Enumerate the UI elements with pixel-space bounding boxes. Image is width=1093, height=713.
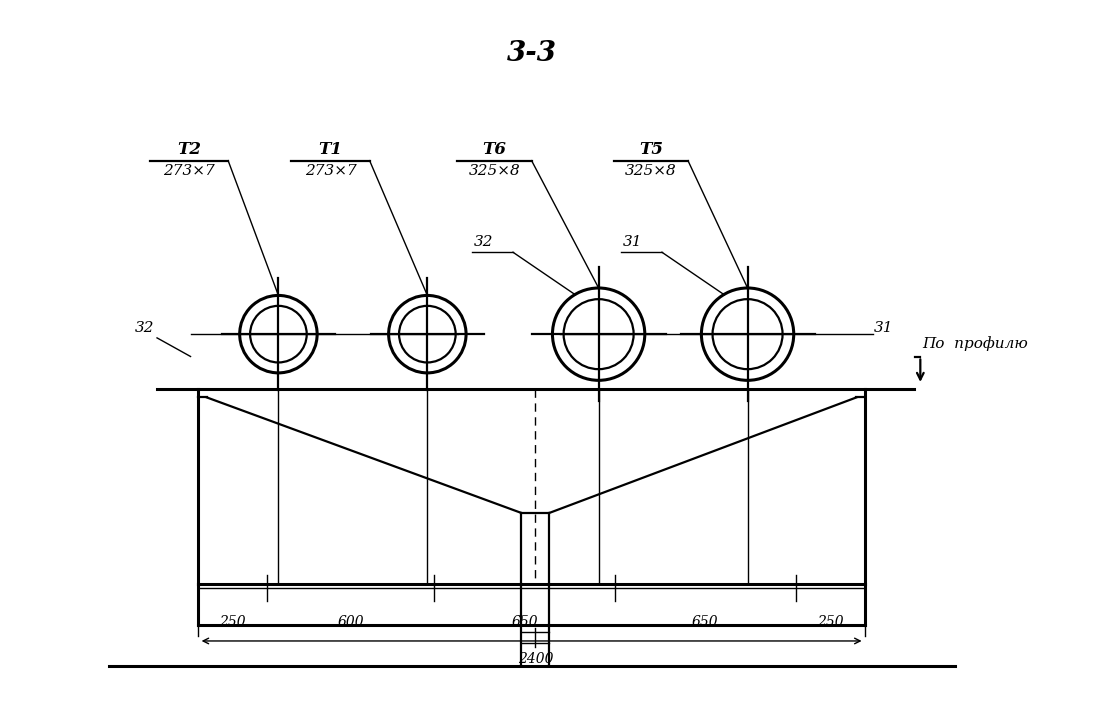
Text: 250: 250 — [818, 615, 844, 629]
Text: T5: T5 — [638, 140, 662, 158]
Text: T6: T6 — [482, 140, 506, 158]
Text: 650: 650 — [692, 615, 719, 629]
Text: 2400: 2400 — [518, 652, 553, 666]
Text: 650: 650 — [512, 615, 538, 629]
Text: 32: 32 — [473, 235, 493, 249]
Text: 250: 250 — [220, 615, 246, 629]
Text: 325×8: 325×8 — [469, 165, 520, 178]
Text: T1: T1 — [318, 140, 342, 158]
Text: 32: 32 — [136, 321, 155, 335]
Text: 273×7: 273×7 — [163, 165, 215, 178]
Text: 31: 31 — [622, 235, 642, 249]
Text: 600: 600 — [338, 615, 364, 629]
Text: T2: T2 — [177, 140, 201, 158]
Text: 31: 31 — [874, 321, 894, 335]
Text: По  профилю: По профилю — [922, 337, 1029, 352]
Text: 273×7: 273×7 — [305, 165, 356, 178]
Text: 325×8: 325×8 — [625, 165, 677, 178]
Text: 3-3: 3-3 — [507, 40, 556, 67]
